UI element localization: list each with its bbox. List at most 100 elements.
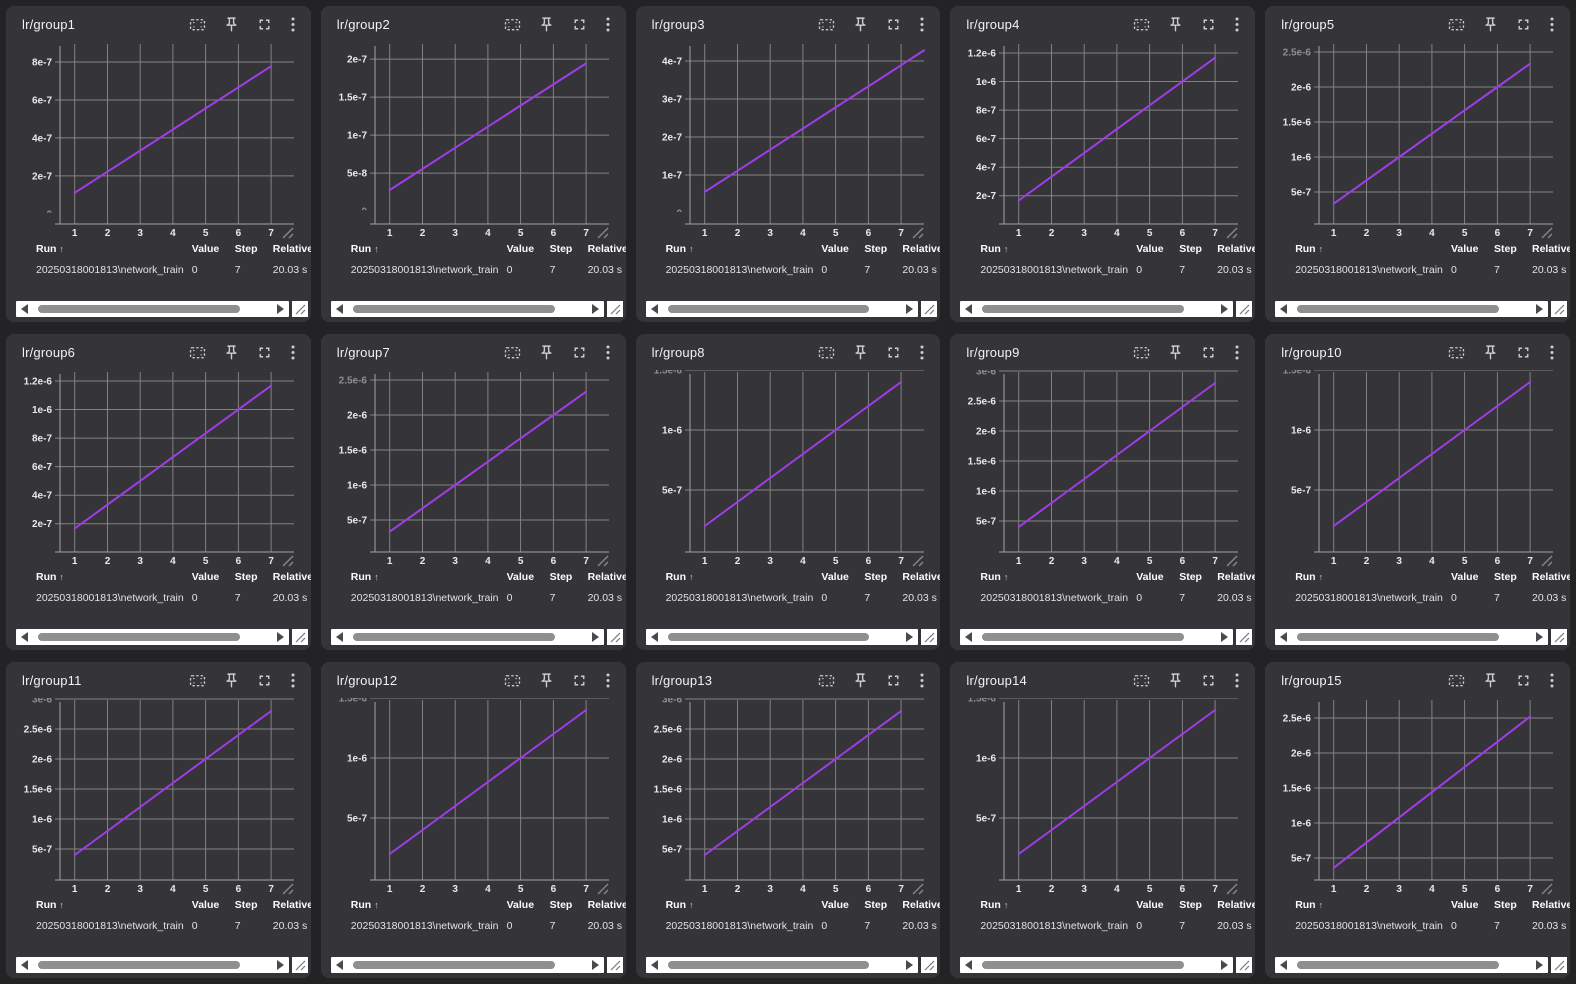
line-chart[interactable]: 1 2 3 4 5 6 7 1.5e-6 1e-6 5e-7 <box>321 698 617 896</box>
pin-icon[interactable] <box>852 672 869 689</box>
col-step[interactable]: Step <box>549 571 573 583</box>
scroll-left-icon[interactable] <box>335 632 343 642</box>
run-row[interactable]: 20250318001813\network_train 0 7 20.03 s <box>964 591 1255 606</box>
horizontal-scrollbar[interactable] <box>645 957 919 973</box>
col-step[interactable]: Step <box>864 571 888 583</box>
more-options-icon[interactable] <box>289 343 297 362</box>
scrollbar-thumb[interactable] <box>667 305 870 313</box>
col-step[interactable]: Step <box>1493 243 1517 255</box>
horizontal-scrollbar[interactable] <box>16 957 289 973</box>
col-relative[interactable]: Relative <box>272 571 311 583</box>
scrollbar-thumb[interactable] <box>38 633 240 641</box>
col-run[interactable]: Run ↑ <box>980 243 1009 255</box>
scroll-left-icon[interactable] <box>1280 304 1288 314</box>
fullscreen-icon[interactable] <box>1200 672 1217 689</box>
col-step[interactable]: Step <box>864 899 888 911</box>
scroll-left-icon[interactable] <box>965 304 973 314</box>
col-step[interactable]: Step <box>1493 571 1517 583</box>
scroll-right-icon[interactable] <box>591 304 599 314</box>
col-step[interactable]: Step <box>1179 243 1202 255</box>
col-run[interactable]: Run ↑ <box>350 243 379 255</box>
pin-icon[interactable] <box>223 16 240 33</box>
more-options-icon[interactable] <box>1233 671 1241 690</box>
scrollbar-thumb[interactable] <box>38 961 240 969</box>
scrollbar-thumb[interactable] <box>1297 633 1500 641</box>
scrollbar-thumb[interactable] <box>1297 961 1500 969</box>
scroll-left-icon[interactable] <box>650 632 658 642</box>
resize-grip[interactable] <box>291 301 308 317</box>
fit-data-icon[interactable] <box>817 671 836 690</box>
scrollbar-thumb[interactable] <box>352 961 555 969</box>
horizontal-scrollbar[interactable] <box>645 629 919 645</box>
col-relative[interactable]: Relative <box>902 243 941 255</box>
more-options-icon[interactable] <box>289 671 297 690</box>
scrollbar-thumb[interactable] <box>352 305 555 313</box>
scroll-left-icon[interactable] <box>650 960 658 970</box>
more-options-icon[interactable] <box>1548 15 1556 34</box>
scroll-left-icon[interactable] <box>335 304 343 314</box>
horizontal-scrollbar[interactable] <box>1275 957 1548 973</box>
pin-icon[interactable] <box>852 344 869 361</box>
run-row[interactable]: 20250318001813\network_train 0 7 20.03 s <box>20 263 311 278</box>
fullscreen-icon[interactable] <box>1200 16 1217 33</box>
fit-data-icon[interactable] <box>188 671 207 690</box>
col-run[interactable]: Run ↑ <box>1295 899 1324 911</box>
horizontal-scrollbar[interactable] <box>330 301 604 317</box>
col-run[interactable]: Run ↑ <box>980 899 1009 911</box>
pin-icon[interactable] <box>538 672 555 689</box>
scrollbar-thumb[interactable] <box>38 305 240 313</box>
fit-data-icon[interactable] <box>503 671 522 690</box>
col-value[interactable]: Value <box>506 571 535 583</box>
col-step[interactable]: Step <box>1493 899 1517 911</box>
line-chart[interactable]: 1 2 3 4 5 6 7 3e-6 2.5e-6 2e-6 1.5e-6 1e-6 5e-7 <box>636 698 932 896</box>
more-options-icon[interactable] <box>1233 343 1241 362</box>
line-chart[interactable]: 1 2 3 4 5 6 7 1.5e-6 1e-6 5e-7 <box>950 698 1246 896</box>
line-chart[interactable]: 1 2 3 4 5 6 7 2.5e-6 2e-6 1.5e-6 1e-6 5e-7 <box>1265 42 1561 240</box>
run-row[interactable]: 20250318001813\network_train 0 7 20.03 s <box>20 591 311 606</box>
col-step[interactable]: Step <box>234 571 258 583</box>
scroll-left-icon[interactable] <box>21 960 28 970</box>
more-options-icon[interactable] <box>918 343 926 362</box>
scrollbar-thumb[interactable] <box>352 633 555 641</box>
fit-data-icon[interactable] <box>1132 15 1151 34</box>
more-options-icon[interactable] <box>1233 15 1241 34</box>
run-row[interactable]: 20250318001813\network_train 0 7 20.03 s <box>335 263 626 278</box>
col-run[interactable]: Run ↑ <box>665 571 694 583</box>
resize-grip[interactable] <box>921 629 938 645</box>
run-row[interactable]: 20250318001813\network_train 0 7 20.03 s <box>335 919 626 934</box>
resize-grip[interactable] <box>921 957 938 973</box>
col-run[interactable]: Run ↑ <box>36 243 64 255</box>
scroll-left-icon[interactable] <box>21 632 28 642</box>
run-row[interactable]: 20250318001813\network_train 0 7 20.03 s <box>20 919 311 934</box>
pin-icon[interactable] <box>538 16 555 33</box>
scroll-left-icon[interactable] <box>21 304 28 314</box>
fullscreen-icon[interactable] <box>885 16 902 33</box>
scroll-right-icon[interactable] <box>906 632 914 642</box>
fit-data-icon[interactable] <box>1447 15 1466 34</box>
col-value[interactable]: Value <box>191 243 220 255</box>
run-row[interactable]: 20250318001813\network_train 0 7 20.03 s <box>650 919 941 934</box>
col-relative[interactable]: Relative <box>587 243 626 255</box>
col-relative[interactable]: Relative <box>587 899 626 911</box>
run-row[interactable]: 20250318001813\network_train 0 7 20.03 s <box>335 591 626 606</box>
run-row[interactable]: 20250318001813\network_train 0 7 20.03 s <box>1279 919 1570 934</box>
scroll-right-icon[interactable] <box>276 304 284 314</box>
scroll-right-icon[interactable] <box>906 960 914 970</box>
horizontal-scrollbar[interactable] <box>330 957 604 973</box>
scroll-right-icon[interactable] <box>1535 304 1543 314</box>
col-relative[interactable]: Relative <box>1531 571 1570 583</box>
line-chart[interactable]: 1 2 3 4 5 6 7 2e-7 1.5e-7 1e-7 5e-8 0 <box>321 42 617 240</box>
scroll-right-icon[interactable] <box>1221 960 1229 970</box>
line-chart[interactable]: 1 2 3 4 5 6 7 1.2e-6 1e-6 8e-7 6e-7 4e-7 2e-7 <box>6 370 302 568</box>
fit-data-icon[interactable] <box>188 343 207 362</box>
col-relative[interactable]: Relative <box>1531 243 1570 255</box>
col-value[interactable]: Value <box>506 243 535 255</box>
fit-data-icon[interactable] <box>503 15 522 34</box>
col-relative[interactable]: Relative <box>1217 571 1256 583</box>
fit-data-icon[interactable] <box>1447 343 1466 362</box>
scroll-left-icon[interactable] <box>650 304 658 314</box>
col-value[interactable]: Value <box>191 571 220 583</box>
col-run[interactable]: Run ↑ <box>36 899 64 911</box>
horizontal-scrollbar[interactable] <box>960 957 1234 973</box>
line-chart[interactable]: 1 2 3 4 5 6 7 1.2e-6 1e-6 8e-7 6e-7 4e-7 2e-7 <box>950 42 1246 240</box>
